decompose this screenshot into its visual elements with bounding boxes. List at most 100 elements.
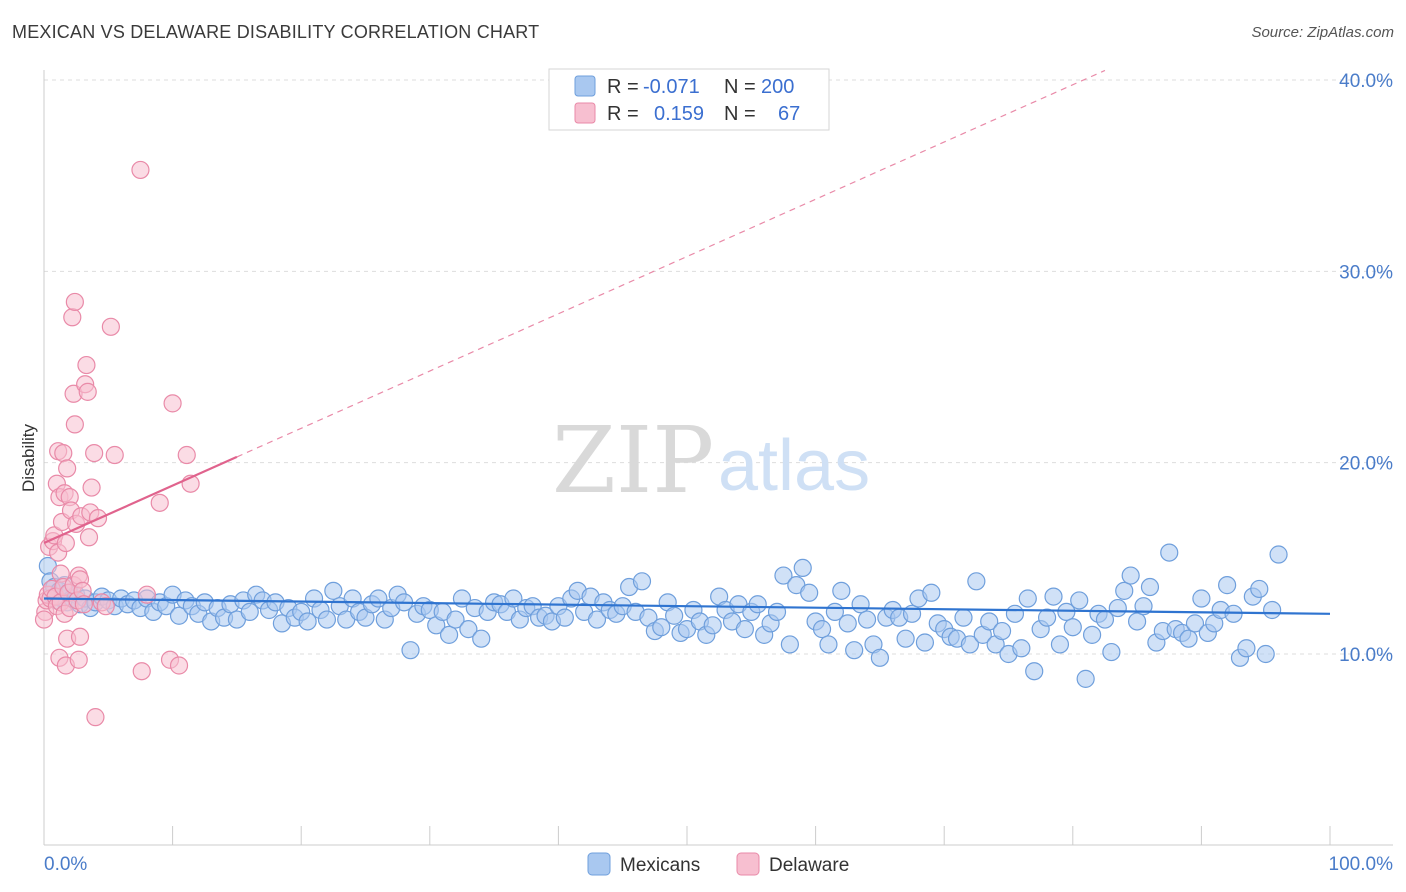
trend-lines: [43, 69, 1331, 615]
mexicans-point-118: [748, 595, 767, 614]
mexicans-point-165: [1050, 635, 1070, 654]
mexicans-point-179: [1140, 577, 1160, 597]
bottom-legend: Mexicans Delaware: [587, 852, 849, 876]
mexicans-point-111: [703, 616, 722, 635]
delaware-point-64: [177, 445, 196, 465]
legend-box: [548, 68, 830, 131]
mexicans-point-196: [1250, 579, 1269, 599]
delaware-point-62: [163, 394, 182, 413]
delaware-point-38: [69, 650, 88, 669]
y-tick-labels: 10.0% 20.0% 30.0% 40.0%: [1339, 71, 1393, 666]
legend-n-value-delaware: 67: [778, 103, 800, 125]
mexicans-point-187: [1192, 589, 1211, 608]
mexicans-point-70: [439, 625, 459, 644]
mexicans-point-176: [1121, 566, 1140, 585]
mexicans-point-164: [1044, 587, 1063, 606]
delaware-point-30: [63, 308, 82, 327]
mexicans-point-186: [1185, 614, 1205, 633]
mexicans-point-129: [819, 635, 838, 654]
watermark: ZIP atlas: [552, 407, 870, 514]
mexicans-point-64: [401, 641, 420, 660]
legend-r-value-mexicans: -0.071: [643, 76, 700, 98]
y-axis-label: Disability: [19, 423, 38, 492]
mexicans-point-125: [793, 558, 812, 578]
trend-line-mexicans: [43, 597, 1331, 615]
delaware-point-56: [105, 445, 124, 465]
delaware-point-55: [101, 317, 120, 336]
mexicans-point-163: [1037, 608, 1057, 627]
y-tick-label-2: 30.0%: [1339, 262, 1393, 283]
x-tick-max: 100.0%: [1329, 854, 1394, 875]
trend-line-delaware: [43, 455, 238, 545]
mexicans-point-141: [896, 629, 915, 648]
source-credit: Source: ZipAtlas.com: [1251, 24, 1394, 41]
bottom-legend-delaware: Delaware: [769, 855, 849, 876]
legend-n-label-delaware: N =: [724, 103, 756, 125]
mexicans-point-88: [555, 608, 574, 627]
legend-r-label-delaware: R =: [607, 103, 639, 125]
delaware-point-63: [169, 656, 189, 675]
legend-swatch-mexicans: [574, 75, 596, 97]
mexicans-point-185: [1179, 629, 1198, 648]
mexicans-point-75: [472, 629, 491, 648]
mexicans-point-150: [954, 608, 973, 627]
mexicans-point-168: [1070, 591, 1089, 610]
mexicans-point-131: [832, 581, 851, 600]
delaware-point-45: [77, 355, 96, 375]
mexicans-point-161: [1025, 662, 1044, 681]
delaware-point-51: [86, 708, 105, 727]
series-mexicans-points: [38, 543, 1288, 688]
mexicans-point-178: [1134, 597, 1153, 616]
mexicans-point-194: [1237, 639, 1256, 658]
delaware-point-58: [132, 662, 151, 681]
y-tick-label-1: 20.0%: [1339, 454, 1393, 475]
trend-line-delaware-extension: [236, 69, 1106, 458]
mexicans-point-175: [1115, 581, 1134, 600]
mexicans-point-73: [459, 620, 478, 639]
gridlines: [44, 79, 1393, 655]
mexicans-point-199: [1269, 545, 1288, 564]
mexicans-point-123: [780, 635, 799, 654]
mexicans-point-128: [812, 620, 832, 639]
delaware-point-24: [58, 459, 77, 478]
legend-r-value-delaware: 0.159: [654, 103, 704, 125]
mexicans-point-166: [1057, 602, 1076, 622]
mexicans-point-134: [851, 595, 870, 614]
mexicans-point-154: [980, 612, 999, 631]
watermark-atlas: atlas: [718, 426, 870, 506]
delaware-point-50: [85, 444, 104, 463]
chart-title: MEXICAN VS DELAWARE DISABILITY CORRELATI…: [12, 22, 540, 42]
mexicans-point-159: [1012, 639, 1031, 658]
mexicans-point-52: [324, 581, 343, 600]
delaware-point-49: [82, 478, 101, 497]
legend-n-value-mexicans: 200: [761, 76, 794, 98]
bottom-legend-swatch-delaware: [736, 852, 760, 876]
mexicans-point-158: [1005, 604, 1025, 623]
delaware-point-57: [131, 160, 150, 180]
mexicans-point-121: [767, 602, 787, 622]
delaware-point-33: [65, 292, 84, 312]
mexicans-point-197: [1256, 644, 1275, 664]
delaware-point-47: [79, 528, 99, 547]
x-tick-min: 0.0%: [44, 854, 87, 875]
legend-swatch-delaware: [574, 102, 596, 124]
watermark-zip: ZIP: [552, 407, 714, 514]
mexicans-point-126: [800, 583, 819, 602]
delaware-point-54: [96, 597, 115, 616]
mexicans-point-145: [922, 583, 941, 602]
mexicans-point-170: [1082, 625, 1102, 644]
legend-n-label-mexicans: N =: [724, 76, 756, 98]
mexicans-point-167: [1063, 618, 1082, 637]
mexicans-point-177: [1127, 612, 1147, 631]
delaware-point-40: [70, 627, 90, 646]
mexicans-point-144: [915, 633, 935, 652]
mexicans-point-182: [1160, 543, 1179, 562]
delaware-point-23: [56, 533, 75, 553]
mexicans-point-39: [240, 602, 259, 622]
mexicans-point-105: [665, 606, 684, 625]
mexicans-point-169: [1076, 669, 1095, 688]
series-delaware-points: [34, 160, 200, 727]
mexicans-point-152: [967, 572, 986, 591]
axes: [43, 70, 1393, 846]
mexicans-point-173: [1102, 642, 1121, 662]
